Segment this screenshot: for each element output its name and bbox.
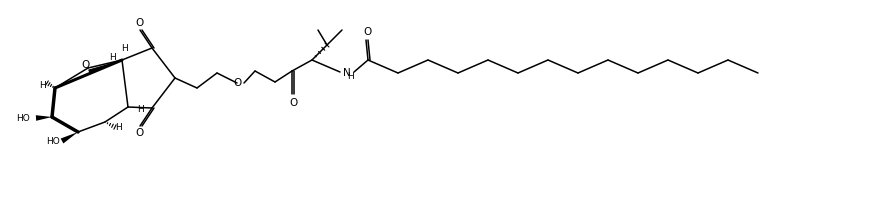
Polygon shape [36, 115, 52, 121]
Text: HO: HO [17, 113, 30, 122]
Text: HO: HO [46, 138, 60, 147]
Polygon shape [88, 60, 122, 74]
Text: H: H [136, 104, 144, 113]
Text: H: H [346, 71, 354, 80]
Text: H: H [122, 43, 129, 52]
Text: O: O [233, 78, 242, 88]
Text: N: N [343, 68, 351, 78]
Text: O: O [363, 27, 371, 37]
Text: O: O [82, 60, 90, 70]
Text: H: H [38, 80, 46, 89]
Text: H: H [116, 122, 122, 131]
Text: O: O [289, 98, 298, 108]
Polygon shape [60, 132, 78, 143]
Text: O: O [135, 128, 144, 138]
Text: O: O [136, 18, 144, 28]
Text: H: H [108, 52, 116, 61]
